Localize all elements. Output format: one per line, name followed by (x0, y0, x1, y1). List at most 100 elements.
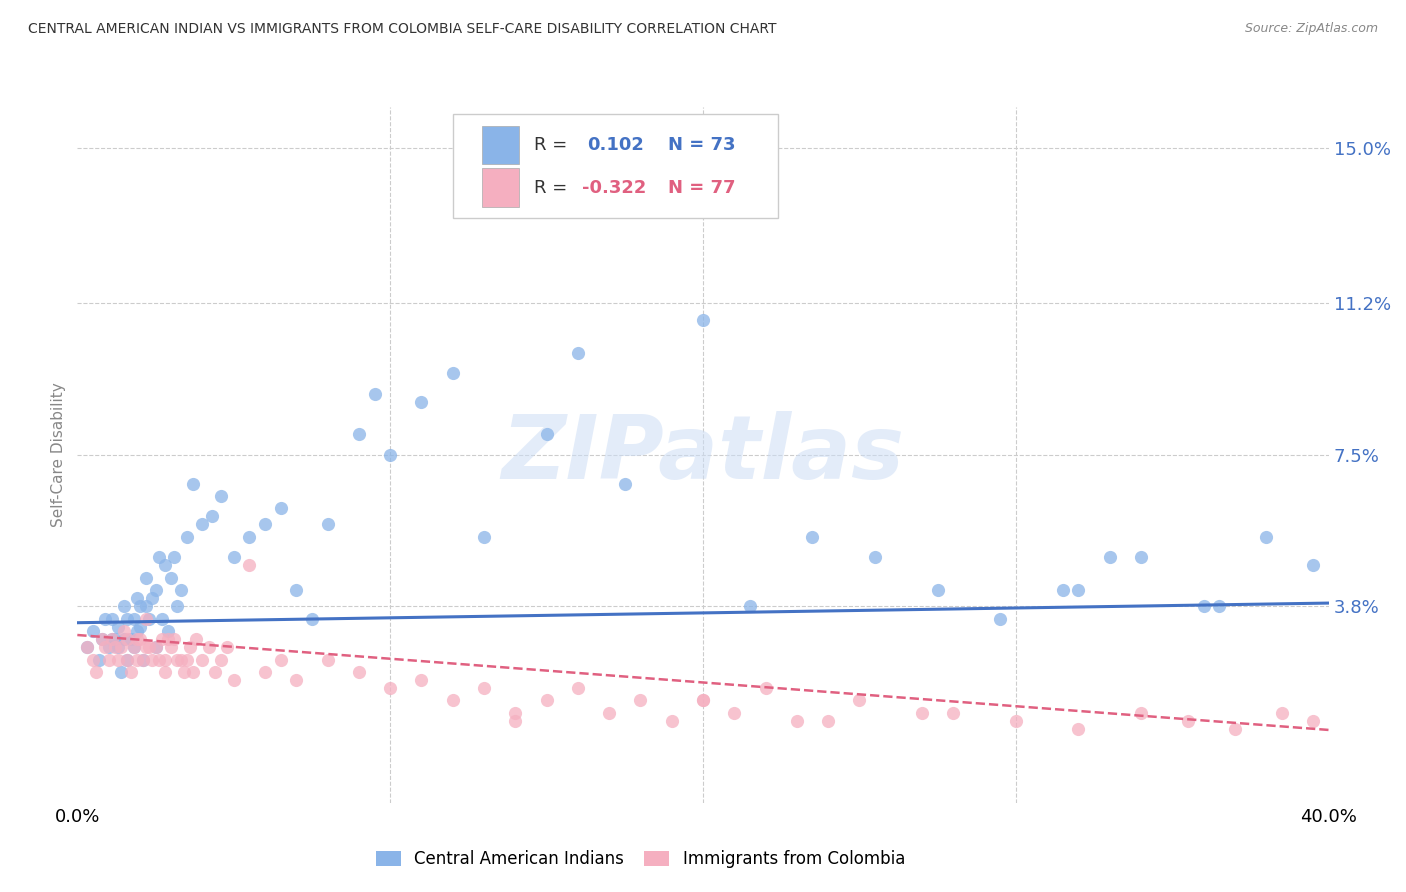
Point (316, 652, 339, 666)
Point (301, 612, 323, 626)
Point (472, 681, 495, 696)
Text: ZIPatlas: ZIPatlas (502, 411, 904, 499)
Point (125, 632, 148, 646)
Point (817, 714, 839, 728)
Point (112, 599, 135, 614)
Point (117, 612, 139, 626)
Point (132, 652, 155, 666)
Point (153, 558, 176, 573)
Point (150, 612, 173, 626)
Point (122, 612, 145, 626)
Point (157, 624, 180, 638)
Point (253, 517, 276, 532)
Point (153, 652, 176, 666)
Point (84, 665, 107, 679)
Point (129, 599, 152, 614)
Legend: Central American Indians, Immigrants from Colombia: Central American Indians, Immigrants fro… (370, 843, 911, 874)
Point (135, 640, 157, 655)
Point (536, 427, 558, 442)
Point (122, 640, 145, 655)
Point (122, 640, 145, 655)
Point (204, 665, 226, 679)
Point (942, 706, 965, 720)
Text: R =: R = (534, 178, 574, 196)
Point (110, 665, 132, 679)
Point (89, 652, 111, 666)
Point (125, 652, 148, 666)
Point (1302, 714, 1324, 728)
Point (1177, 714, 1199, 728)
Point (186, 632, 208, 646)
Text: R =: R = (534, 136, 574, 153)
Point (191, 652, 214, 666)
Point (166, 599, 188, 614)
Text: CENTRAL AMERICAN INDIAN VS IMMIGRANTS FROM COLOMBIA SELF-CARE DISABILITY CORRELA: CENTRAL AMERICAN INDIAN VS IMMIGRANTS FR… (28, 22, 776, 37)
Point (160, 640, 183, 655)
Point (598, 706, 620, 720)
Point (110, 640, 132, 655)
Point (347, 427, 370, 442)
Point (163, 550, 186, 565)
Point (630, 693, 652, 707)
Point (76, 640, 98, 655)
Point (145, 582, 167, 597)
Point (285, 673, 308, 687)
Point (145, 640, 167, 655)
Point (567, 345, 589, 359)
Point (169, 582, 191, 597)
Point (160, 571, 183, 585)
Point (567, 681, 589, 696)
Point (801, 530, 824, 544)
Point (1067, 582, 1090, 597)
Point (613, 476, 636, 491)
Point (661, 714, 683, 728)
Point (100, 632, 122, 646)
Point (1052, 582, 1074, 597)
Point (157, 632, 180, 646)
Point (238, 530, 260, 544)
Point (316, 517, 339, 532)
Point (238, 558, 260, 573)
Point (505, 706, 527, 720)
Point (125, 591, 148, 606)
Point (536, 693, 558, 707)
Point (117, 632, 139, 646)
Point (107, 652, 129, 666)
Point (692, 313, 714, 327)
Point (270, 652, 292, 666)
Point (411, 673, 433, 687)
Text: N = 77: N = 77 (668, 178, 735, 196)
Point (181, 476, 204, 491)
Point (1130, 550, 1153, 565)
Point (988, 612, 1011, 626)
Point (150, 632, 173, 646)
Point (222, 673, 245, 687)
Point (135, 612, 157, 626)
Point (1005, 714, 1028, 728)
Point (129, 632, 152, 646)
Point (135, 571, 157, 585)
Point (129, 620, 152, 634)
Point (1256, 530, 1278, 544)
Point (692, 693, 714, 707)
Point (1192, 599, 1215, 614)
Point (120, 665, 142, 679)
Point (1208, 599, 1230, 614)
Point (125, 624, 148, 638)
Point (179, 640, 201, 655)
Point (755, 681, 778, 696)
FancyBboxPatch shape (481, 126, 519, 164)
Point (100, 612, 122, 626)
Point (380, 681, 402, 696)
Point (82, 652, 104, 666)
Point (97, 652, 120, 666)
Point (363, 386, 385, 401)
Point (738, 599, 761, 614)
Point (120, 632, 142, 646)
Point (117, 652, 139, 666)
Point (253, 665, 276, 679)
Text: -0.322: -0.322 (582, 178, 645, 196)
Point (786, 714, 808, 728)
Point (347, 665, 370, 679)
Point (411, 394, 433, 409)
